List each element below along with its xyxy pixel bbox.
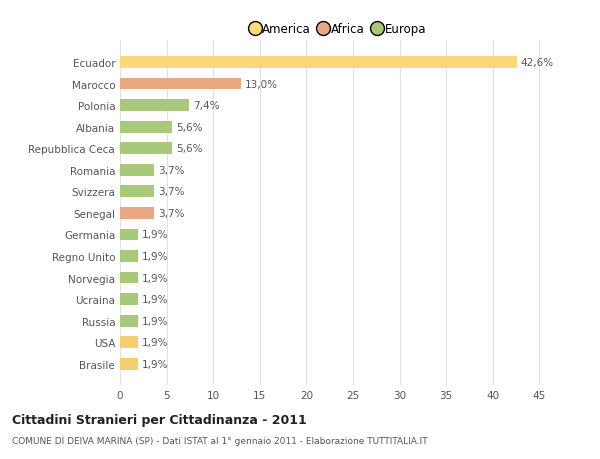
Text: COMUNE DI DEIVA MARINA (SP) - Dati ISTAT al 1° gennaio 2011 - Elaborazione TUTTI: COMUNE DI DEIVA MARINA (SP) - Dati ISTAT… [12, 436, 428, 445]
Bar [120, 229, 138, 241]
Text: 7,4%: 7,4% [193, 101, 219, 111]
Text: 5,6%: 5,6% [176, 123, 202, 132]
Bar [120, 143, 172, 155]
Bar [120, 294, 138, 305]
Bar [120, 186, 154, 198]
Bar [120, 251, 138, 263]
Legend: America, Africa, Europa: America, Africa, Europa [248, 20, 430, 39]
Text: 1,9%: 1,9% [142, 337, 168, 347]
Bar [120, 57, 517, 69]
Text: 3,7%: 3,7% [158, 187, 185, 197]
Text: 42,6%: 42,6% [521, 58, 554, 68]
Text: 1,9%: 1,9% [142, 295, 168, 304]
Text: 3,7%: 3,7% [158, 208, 185, 218]
Text: 3,7%: 3,7% [158, 165, 185, 175]
Bar [120, 207, 154, 219]
Text: 1,9%: 1,9% [142, 230, 168, 240]
Bar [120, 358, 138, 370]
Text: 1,9%: 1,9% [142, 252, 168, 262]
Bar [120, 272, 138, 284]
Bar [120, 78, 241, 90]
Text: 1,9%: 1,9% [142, 273, 168, 283]
Text: 1,9%: 1,9% [142, 316, 168, 326]
Bar [120, 100, 189, 112]
Text: 1,9%: 1,9% [142, 359, 168, 369]
Text: 13,0%: 13,0% [245, 79, 278, 90]
Bar [120, 122, 172, 133]
Text: Cittadini Stranieri per Cittadinanza - 2011: Cittadini Stranieri per Cittadinanza - 2… [12, 413, 307, 426]
Bar [120, 336, 138, 348]
Bar [120, 164, 154, 176]
Bar [120, 315, 138, 327]
Text: 5,6%: 5,6% [176, 144, 202, 154]
